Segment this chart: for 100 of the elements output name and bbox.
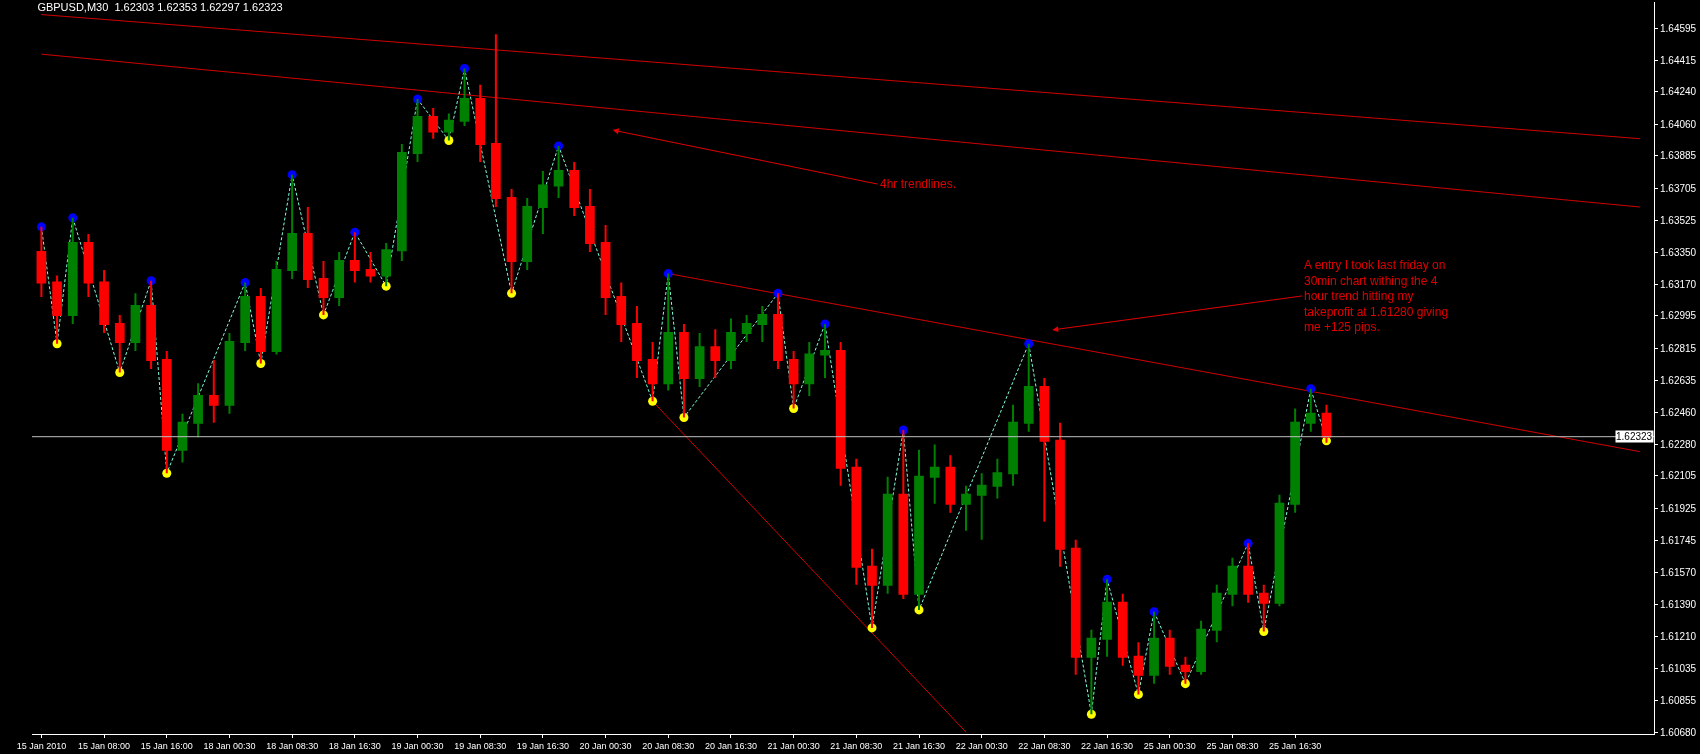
candlestick [1133,641,1144,696]
candlestick [820,322,830,379]
y-tick-label: 1.62280 [1660,438,1697,450]
candlestick [1070,538,1081,676]
candlestick [459,67,470,128]
candlestick [428,107,439,140]
candlestick [365,251,376,284]
candlestick [475,83,486,164]
candlestick [1039,376,1050,523]
candlestick [804,340,815,397]
x-tick-label: 22 Jan 08:30 [1018,740,1071,751]
x-tick-label: 19 Jan 08:30 [454,740,507,751]
ref-line-label: 1.62323 [1616,431,1653,442]
candlestick [1164,628,1175,676]
candlestick [538,170,548,236]
candlestick [600,224,611,316]
candlestick [224,331,235,415]
y-tick-label: 1.64595 [1660,22,1697,34]
candlestick [945,454,956,514]
candlestick [491,33,501,209]
y-tick-label: 1.60855 [1660,695,1697,707]
y-tick-label: 1.61035 [1660,662,1697,674]
candlestick [1008,403,1018,487]
candlestick [255,286,266,365]
y-tick-label: 1.63705 [1660,182,1697,194]
y-tick-label: 1.64415 [1660,54,1697,66]
x-tick-label: 22 Jan 16:30 [1081,740,1134,751]
candlestick [334,251,344,307]
y-tick-label: 1.61925 [1660,502,1697,514]
x-tick-label: 15 Jan 2010 [16,740,67,751]
candlestick [146,279,156,370]
y-tick-label: 1.63885 [1660,150,1697,162]
candlestick [992,457,1003,500]
candlestick [757,304,768,343]
candlestick [177,412,188,464]
candlestick [522,197,533,271]
candlestick [36,225,47,298]
x-tick-label: 18 Jan 08:30 [266,740,319,751]
candlestick [240,281,250,352]
candlestick [710,328,721,379]
y-tick-label: 1.61745 [1660,535,1697,547]
candlestick [679,322,689,419]
x-tick-label: 25 Jan 08:30 [1206,740,1259,751]
x-tick-label: 19 Jan 00:30 [391,740,444,751]
candlestick [976,472,987,541]
candlestick [161,349,172,475]
chart-title: GBPUSD,M30 1.62303 1.62353 1.62297 1.62323 [37,1,283,14]
x-tick-label: 20 Jan 00:30 [579,740,632,751]
x-tick-label: 18 Jan 16:30 [328,740,381,751]
candlestick [271,259,282,356]
candlestick [130,292,141,352]
candlestick [694,331,705,388]
y-tick-label: 1.62995 [1660,310,1697,322]
x-tick-label: 20 Jan 16:30 [704,740,757,751]
x-tick-label: 15 Jan 16:00 [140,740,193,751]
candlestick [741,313,752,343]
y-tick-label: 1.62815 [1660,342,1697,354]
x-tick-label: 22 Jan 00:30 [955,740,1008,751]
candlestick [585,188,595,253]
candlestick [1305,387,1316,433]
y-tick-label: 1.64060 [1660,118,1697,130]
candlestick [99,268,109,334]
candlestick [788,349,799,410]
candlestick [83,233,94,298]
candlestick [961,484,971,532]
y-tick-label: 1.61390 [1660,599,1697,611]
candlestick [1290,407,1300,514]
candlestick [287,173,297,280]
candlestick [381,242,392,288]
candlestick [1023,342,1034,433]
candlestick [67,216,78,325]
x-tick-label: 20 Jan 08:30 [642,740,695,751]
candlestick [444,112,454,142]
candlestick [835,340,846,487]
y-tick-label: 1.61210 [1660,631,1697,643]
candlestick [1258,583,1269,633]
candlestick [1149,610,1159,685]
candlestick [208,358,219,424]
candlestick [302,206,313,289]
x-tick-label: 15 Jan 08:00 [78,740,131,751]
x-tick-label: 25 Jan 00:30 [1143,740,1196,751]
candlestick [1227,556,1238,608]
candlestick [1086,628,1097,716]
y-tick-label: 1.62635 [1660,375,1697,387]
candlestick [506,188,517,295]
y-tick-label: 1.60680 [1660,726,1697,738]
candlestick [193,382,203,439]
y-tick-label: 1.63170 [1660,278,1697,290]
candlestick [929,443,940,505]
y-tick-label: 1.63350 [1660,246,1697,258]
y-tick-label: 1.64240 [1660,86,1697,98]
y-tick-label: 1.62460 [1660,406,1697,418]
candlestick [1055,421,1065,568]
x-tick-label: 21 Jan 16:30 [892,740,946,751]
candlestick [616,281,627,343]
candlestick [114,313,125,374]
x-tick-label: 21 Jan 08:30 [830,740,883,751]
candlestick [397,143,407,262]
candlestick [1211,583,1222,644]
x-tick-label: 19 Jan 16:30 [516,740,569,751]
